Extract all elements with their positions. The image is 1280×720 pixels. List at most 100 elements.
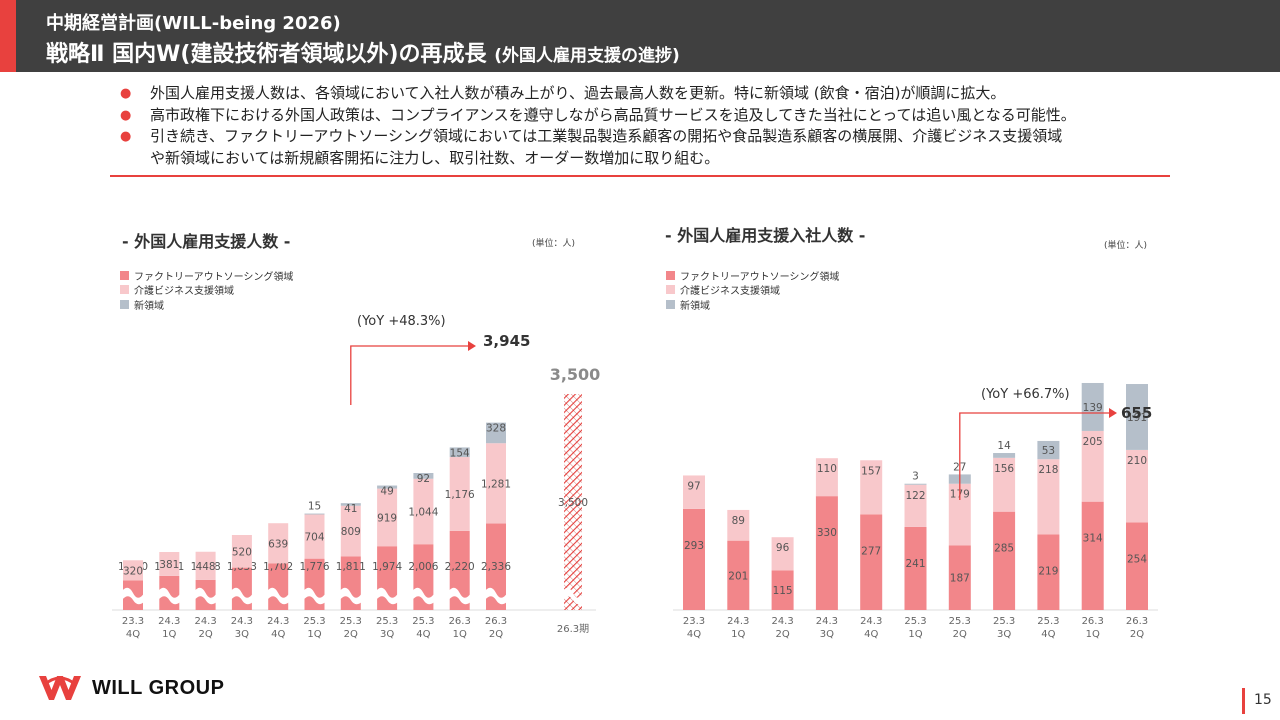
data-label-new: 49 xyxy=(380,486,393,498)
x-tick-label: 1Q xyxy=(908,629,922,640)
data-label-kaigo: 520 xyxy=(232,546,252,558)
yoy-arrow-line xyxy=(959,412,1109,500)
data-label-factory: 330 xyxy=(817,527,837,539)
data-label-kaigo: 156 xyxy=(994,463,1014,475)
bullet-text: 外国人雇用支援人数は、各領域において入社人数が積み上がり、過去最高人数を更新。特… xyxy=(150,84,1006,102)
chart1-legend: ファクトリーアウトソーシング領域 介護ビジネス支援領域 新領域 xyxy=(120,268,293,312)
x-tick-label: 2Q xyxy=(953,629,967,640)
data-label-new: 53 xyxy=(1042,445,1055,457)
axis-break-icon xyxy=(375,587,400,605)
bar-segment-kaigo xyxy=(727,509,750,541)
data-label-new: 154 xyxy=(450,447,470,459)
x-tick-label: 24.3 xyxy=(727,616,749,627)
bar-segment-new xyxy=(1126,384,1148,450)
data-label-kaigo: 381 xyxy=(159,559,179,571)
chart2-title: - 外国人雇用支援入社人数 - xyxy=(665,226,866,245)
x-tick-label: 1Q xyxy=(162,629,176,640)
target-inner-label: 3,500 xyxy=(558,497,588,509)
data-label-kaigo: 320 xyxy=(123,565,143,577)
data-label-factory: 1,776 xyxy=(299,561,329,573)
x-tick-label: 26.3 xyxy=(449,616,471,627)
bar-segment-factory xyxy=(815,496,838,610)
x-tick-label: 4Q xyxy=(1041,629,1055,640)
data-label-kaigo: 205 xyxy=(1083,436,1103,448)
legend-label: 新領域 xyxy=(680,300,710,312)
data-label-factory: 254 xyxy=(1127,553,1147,565)
x-tick-label: 4Q xyxy=(271,629,285,640)
yoy-arrow-line xyxy=(350,345,468,405)
data-label-kaigo: 639 xyxy=(268,538,288,550)
page-title-main: 戦略Ⅱ 国内W(建設技術者領域以外)の再成長 xyxy=(46,42,495,67)
data-label-new: 3 xyxy=(912,471,919,483)
axis-break-icon xyxy=(229,587,254,605)
bar-segment-kaigo xyxy=(268,523,289,564)
bar-segment-kaigo xyxy=(486,443,506,524)
x-tick-label: 2Q xyxy=(775,629,789,640)
data-label-kaigo: 157 xyxy=(861,465,881,477)
legend-item-new: 新領域 xyxy=(120,297,293,312)
data-label-factory: 2,006 xyxy=(408,561,438,573)
data-label-kaigo: 122 xyxy=(905,490,925,502)
x-tick-label: 25.3 xyxy=(1037,616,1059,627)
bar-segment-factory xyxy=(727,540,750,610)
page-number-bar xyxy=(1242,688,1245,714)
will-logo-icon xyxy=(39,676,81,700)
legend-item-kaigo: 介護ビジネス支援領域 xyxy=(666,283,839,297)
data-label-kaigo: 809 xyxy=(341,526,361,538)
bar-segment-factory xyxy=(1126,522,1148,610)
axis-break-icon xyxy=(193,587,218,605)
yoy-arrow-head-icon xyxy=(468,341,476,351)
x-tick-label: 25.3 xyxy=(904,616,926,627)
data-label-factory: 1,702 xyxy=(263,561,293,573)
axis-break-icon xyxy=(484,587,508,605)
data-label-factory: 293 xyxy=(684,540,704,552)
data-label-factory: 241 xyxy=(905,558,925,570)
header-accent xyxy=(0,0,16,72)
x-tick-label: 3Q xyxy=(235,629,249,640)
x-tick-label: 4Q xyxy=(687,629,701,640)
bar-segment-kaigo xyxy=(993,457,1016,512)
bar-segment-kaigo xyxy=(377,488,398,547)
axis-break-icon xyxy=(411,587,436,605)
bar-segment-kaigo xyxy=(1037,459,1060,535)
total-label: 3,945 xyxy=(483,332,530,350)
data-label-kaigo: 1,281 xyxy=(481,478,511,490)
bar-segment-new xyxy=(486,422,506,444)
bar-segment-kaigo xyxy=(771,537,794,571)
x-tick-label: 23.3 xyxy=(683,616,705,627)
bar-segment-factory xyxy=(304,558,325,610)
x-tick-label: 25.3 xyxy=(993,616,1015,627)
x-tick-label: 25.3 xyxy=(412,616,434,627)
data-label-kaigo: 1,176 xyxy=(445,489,475,501)
x-tick-label: 26.3 xyxy=(1126,616,1148,627)
legend-swatch-new xyxy=(120,299,129,309)
axis-break-icon xyxy=(447,587,472,605)
bullet-item: ● 高市政権下における外国人政策は、コンプライアンスを遵守しながら高品質サービスを… xyxy=(120,105,1180,127)
x-tick-label: 1Q xyxy=(731,629,745,640)
x-tick-label: 2Q xyxy=(344,629,358,640)
page-title: 戦略Ⅱ 国内W(建設技術者領域以外)の再成長 (外国人雇用支援の進捗) xyxy=(46,36,680,68)
data-label-kaigo: 110 xyxy=(817,463,837,475)
bar-segment-kaigo xyxy=(815,458,838,497)
x-tick-label: 25.3 xyxy=(340,616,362,627)
plan-title: 中期経営計画(WILL-being 2026) xyxy=(46,13,341,34)
data-label-factory: 1,974 xyxy=(372,561,402,573)
page-number: 15 xyxy=(1254,692,1272,708)
data-label-new: 328 xyxy=(486,423,506,435)
bar-segment-kaigo xyxy=(231,535,252,568)
bullet-item: ● 引き続き、ファクトリーアウトソーシング領域においては工業製品製造系顧客の開拓や… xyxy=(120,126,1180,148)
axis-break-icon xyxy=(121,587,145,605)
bar-segment-kaigo xyxy=(304,514,325,559)
bar-segment-kaigo xyxy=(195,551,216,580)
company-name: WILL GROUP xyxy=(92,676,225,699)
x-tick-label: 1Q xyxy=(1086,629,1100,640)
data-label-factory: 201 xyxy=(728,570,748,582)
x-tick-label-target: 26.3期 xyxy=(557,623,589,635)
x-tick-label: 3Q xyxy=(380,629,394,640)
bullet-item: や新領域においては新規顧客開拓に注力し、取引社数、オーダー数増加に取り組む。 xyxy=(120,148,1180,170)
x-tick-label: 25.3 xyxy=(303,616,325,627)
bar-segment-factory xyxy=(904,526,927,610)
legend-label: ファクトリーアウトソーシング領域 xyxy=(680,271,840,283)
x-tick-label: 26.3 xyxy=(1082,616,1104,627)
divider-line xyxy=(110,175,1170,177)
